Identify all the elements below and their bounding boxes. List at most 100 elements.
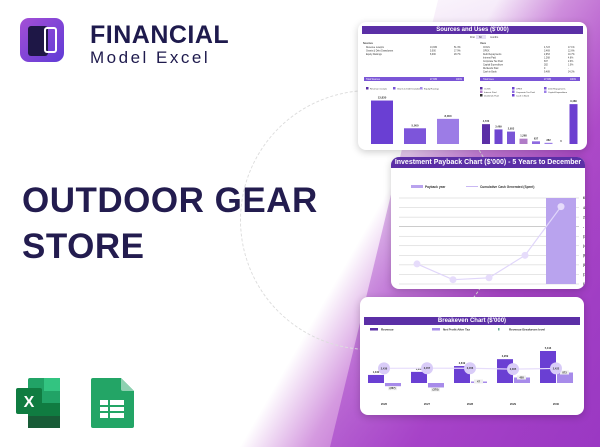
breakeven-label: 2,457	[424, 366, 431, 370]
sources-bar-label: 8,000	[445, 114, 452, 118]
revenue-bar	[540, 351, 556, 383]
uses-bar-label: 637	[534, 136, 539, 140]
sources-uses-card: Sources and Uses ($'000) First 60 months So…	[358, 22, 587, 150]
breakeven-label: 2,456	[467, 366, 474, 370]
total-uses-bar	[480, 77, 580, 81]
x-tick-label: 2029	[510, 402, 517, 406]
cumulative-cash-point	[449, 276, 457, 284]
uses-bar	[532, 141, 540, 144]
first-value: 60	[479, 36, 482, 39]
cumulative-cash-point	[413, 260, 421, 268]
y-tick-label: (800)	[583, 263, 585, 267]
legend-swatch	[512, 87, 515, 90]
cumulative-cash-line	[416, 206, 562, 281]
breakeven-point	[507, 363, 519, 376]
uses-bar-label: 282	[546, 138, 551, 142]
use-row-value: 0	[544, 68, 546, 70]
sources-uses-chart: First 60 months Sources Uses Revenue receipts…	[363, 35, 580, 144]
use-row-pct: 12.6%	[568, 51, 575, 53]
total-sources-label: Total Sources	[366, 78, 381, 81]
uses-bar	[569, 104, 578, 144]
source-row-pct: 51.3%	[454, 47, 461, 49]
net-profit-label-box	[474, 379, 483, 384]
legend-swatch	[480, 90, 483, 93]
x-tick-label: 2030	[553, 402, 560, 406]
y-tick-label: (600)	[583, 254, 585, 258]
google-sheets-icon	[91, 378, 134, 428]
payback-title: Investment Payback Chart ($'000) - 5 Yea…	[391, 157, 585, 177]
breakeven-card: Breakeven Chart ($'000) Revenue Net Profi…	[360, 297, 584, 415]
net-profit-label-box	[431, 387, 440, 392]
source-row-label: Grants & Debt Drawdowns	[366, 50, 394, 53]
legend-swatch	[544, 87, 547, 90]
breakeven-label: 2,422	[553, 366, 560, 370]
uses-bar	[507, 131, 515, 144]
revenue-label: 3,959	[502, 354, 509, 358]
y-tick-label: 600	[583, 196, 585, 200]
uses-bar	[544, 142, 553, 144]
legend-cash-label: Cumulative Cash Generated (Spent)	[480, 185, 534, 189]
sources-bar-label: 5,000	[412, 123, 419, 127]
net-profit-label: 873	[562, 370, 567, 374]
payback-chart: Payback year Cumulative Cash Generated (S…	[399, 185, 585, 286]
legend-label: Revenue Breakeven level	[509, 328, 545, 332]
cumulative-cash-point	[521, 251, 529, 259]
payback-card: Investment Payback Chart ($'000) - 5 Yea…	[391, 157, 585, 289]
legend-swatch	[498, 328, 500, 331]
sources-label: Sources	[363, 42, 373, 45]
y-tick-label: 200	[583, 215, 585, 219]
use-row-pct: 17.1%	[568, 47, 575, 49]
revenue-label: 2,819	[459, 361, 466, 365]
legend-label: Debt Repayments	[548, 88, 566, 91]
net-profit-label: 458	[519, 375, 524, 379]
use-row-value: 637	[544, 61, 549, 63]
uses-bar-label: 0	[560, 139, 562, 143]
breakeven-label: 2,305	[510, 367, 517, 371]
sources-uses-title: Sources and Uses ($'000)	[362, 26, 583, 34]
uses-bar-label: 2,953	[508, 127, 515, 131]
use-row-pct: 2.3%	[568, 61, 573, 63]
legend-label: Dividends Paid	[484, 96, 499, 98]
use-row-value: 1,268	[544, 58, 550, 60]
title-line-2: STORE	[22, 227, 145, 266]
use-row-pct: 34.2%	[568, 72, 575, 74]
net-profit-label-box	[517, 375, 526, 380]
revenue-bar	[411, 371, 427, 383]
legend-swatch	[366, 87, 369, 90]
use-row-value: 2,953	[544, 54, 550, 56]
use-row-label: Debt Repayments	[483, 53, 502, 56]
source-row-value: 8,000	[430, 54, 436, 56]
revenue-label: 5,316	[545, 346, 552, 350]
legend-swatch	[370, 328, 378, 331]
y-tick-label: -	[583, 225, 584, 229]
use-row-pct: -	[568, 68, 569, 70]
legend-payback-swatch	[411, 185, 423, 188]
use-row-pct: 10.7%	[568, 54, 575, 56]
legend-label: Corporate Tax Paid	[516, 91, 535, 94]
use-row-pct: 4.6%	[568, 58, 573, 60]
legend-label: Revenue receipts	[370, 88, 388, 91]
breakeven-chart: Revenue Net Profit After Tax Revenue Break…	[368, 328, 573, 406]
use-row-label: COGS	[483, 47, 490, 49]
payback-year-bar	[546, 198, 576, 284]
source-row-value: 13,830	[430, 47, 438, 49]
uses-bar	[482, 124, 490, 144]
x-tick-label: 2028	[467, 402, 474, 406]
use-row-value: 9,489	[544, 72, 550, 74]
uses-bar	[519, 138, 528, 144]
legend-swatch	[393, 87, 396, 90]
use-row-pct: 1.0%	[568, 65, 573, 67]
legend-label: Capital Expenditure	[548, 91, 568, 94]
y-tick-label: (400)	[583, 244, 585, 248]
legend-label: Cash in Bank	[516, 96, 530, 98]
revenue-bar	[368, 374, 384, 383]
title-line-1: OUTDOOR GEAR	[22, 181, 318, 220]
total-sources-pct: 100%	[456, 79, 462, 81]
y-tick-label: (200)	[583, 234, 585, 238]
y-tick-label: (1,200)	[583, 282, 585, 286]
uses-bar-label: 9,489	[570, 99, 577, 103]
net-profit-label-box	[388, 386, 397, 391]
legend-label: Equity Raisings	[424, 88, 440, 91]
sources-bar	[371, 100, 393, 144]
first-label: First	[470, 36, 475, 39]
